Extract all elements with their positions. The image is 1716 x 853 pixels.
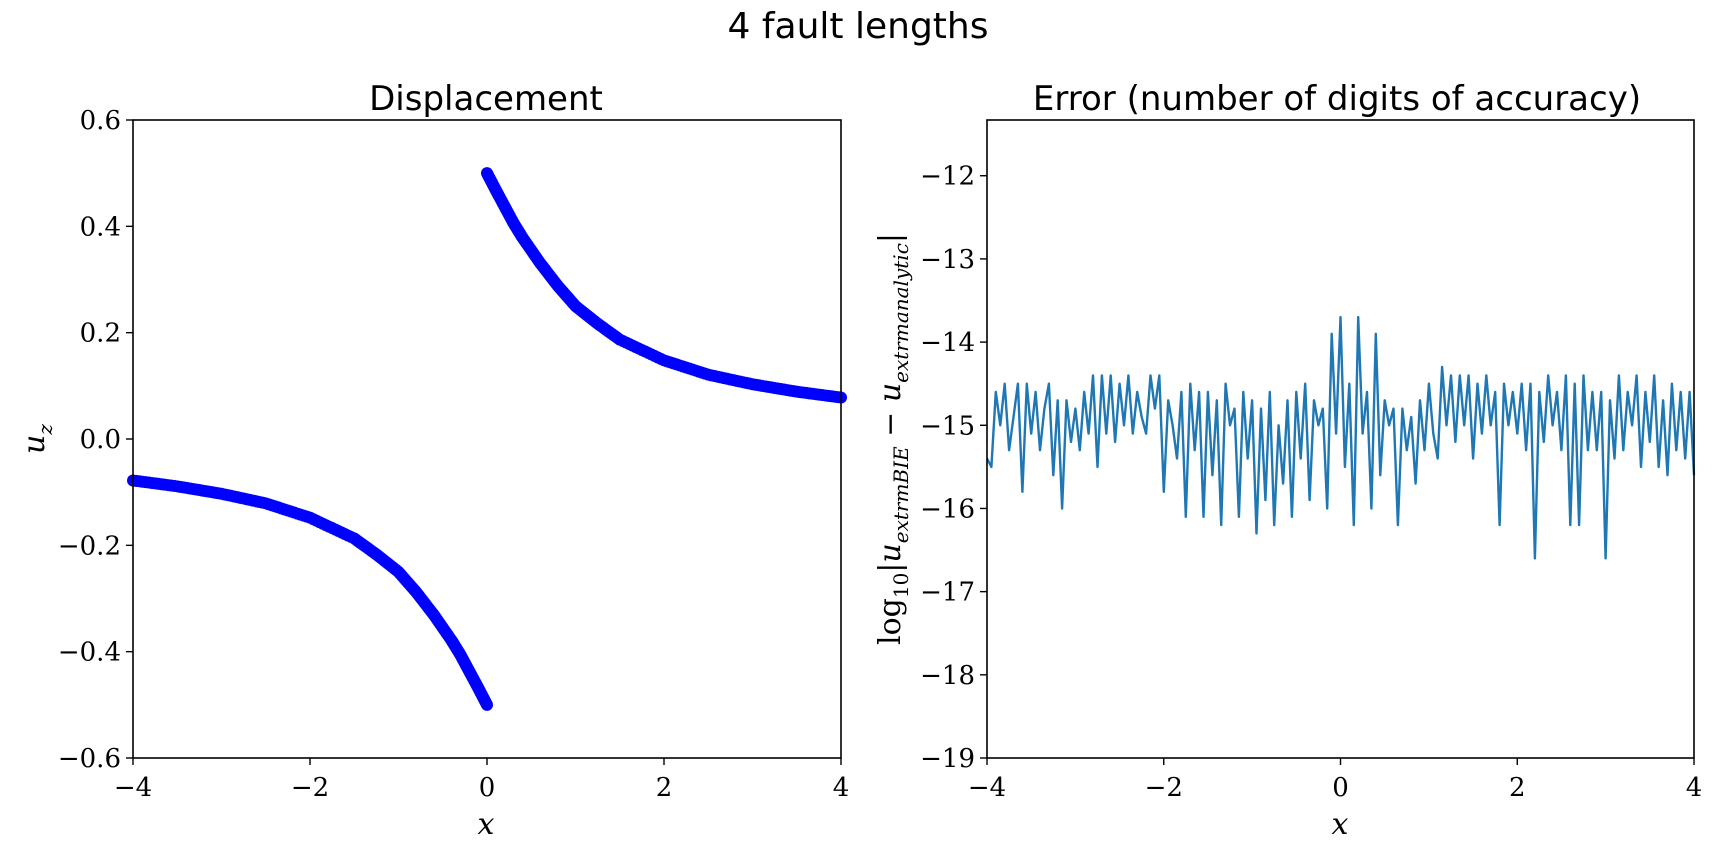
- x-tick-label: −2: [1145, 773, 1183, 803]
- error-x-ticks: −4 −2 0 2 4: [968, 758, 1702, 803]
- uz-u: u: [17, 435, 52, 454]
- x-tick-label: 0: [479, 773, 496, 803]
- displacement-y-label: uz: [17, 424, 57, 454]
- x-tick-label: 4: [833, 773, 850, 803]
- scatter-point: [481, 698, 493, 711]
- x-tick-label: −4: [968, 773, 1006, 803]
- error-y-ticks: −19 −18 −17 −16 −15 −14 −13 −12: [920, 162, 987, 774]
- displacement-scatter-points: [127, 167, 847, 711]
- y-tick-label: −17: [920, 578, 975, 608]
- y-tick-label: −0.2: [58, 531, 121, 561]
- x-tick-label: −4: [114, 773, 152, 803]
- displacement-y-ticks: −0.6 −0.4 −0.2 0.0 0.2 0.4 0.6: [58, 106, 133, 774]
- x-tick-label: 0: [1332, 773, 1349, 803]
- figure-title: 4 fault lengths: [727, 6, 989, 47]
- ylabel-sub-analytic: extrmanalytic: [889, 243, 913, 383]
- error-y-label: log10|uextrmBIE − uextrmanalytic|: [873, 233, 913, 645]
- displacement-x-ticks: −4 −2 0 2 4: [114, 758, 849, 803]
- y-tick-label: −14: [920, 328, 975, 358]
- error-panel: Error (number of digits of accuracy) −4−…: [873, 79, 1702, 842]
- displacement-axes-frame: [132, 119, 842, 759]
- uz-subscript: z: [33, 424, 57, 436]
- ylabel-sub-bie: extrmBIE: [889, 446, 913, 543]
- y-tick-label: −18: [920, 661, 975, 691]
- y-tick-label: 0.4: [80, 212, 121, 242]
- displacement-x-label: x: [478, 807, 495, 842]
- y-tick-label: 0.0: [80, 425, 121, 455]
- y-tick-label: −15: [920, 411, 975, 441]
- y-tick-label: −19: [920, 744, 975, 774]
- displacement-panel: Displacement −4 −2 0 2 4 −0.6 −0.4 −0.2 0.0 0.2 0…: [17, 79, 849, 842]
- error-line-series: [985, 315, 1696, 560]
- error-x-label: x: [1332, 807, 1349, 842]
- ylabel-log: log: [873, 598, 908, 645]
- displacement-title: Displacement: [369, 79, 603, 119]
- y-tick-label: −13: [920, 245, 975, 275]
- y-tick-label: −0.4: [58, 638, 121, 668]
- ylabel-log-base: 10: [889, 573, 913, 598]
- error-series-line: [985, 315, 1696, 560]
- ylabel-body: |u: [873, 543, 908, 572]
- y-tick-label: 0.6: [80, 106, 121, 136]
- y-tick-label: 0.2: [80, 319, 121, 349]
- error-title: Error (number of digits of accuracy): [1033, 79, 1641, 119]
- x-tick-label: −2: [291, 773, 329, 803]
- x-tick-label: 2: [1509, 773, 1526, 803]
- x-tick-label: 4: [1686, 773, 1703, 803]
- y-tick-label: −12: [920, 162, 975, 192]
- y-tick-label: −0.6: [58, 744, 121, 774]
- ylabel-minus: − u: [873, 383, 908, 447]
- y-tick-label: −16: [920, 494, 975, 524]
- x-tick-label: 2: [656, 773, 673, 803]
- ylabel-close: |: [873, 233, 908, 243]
